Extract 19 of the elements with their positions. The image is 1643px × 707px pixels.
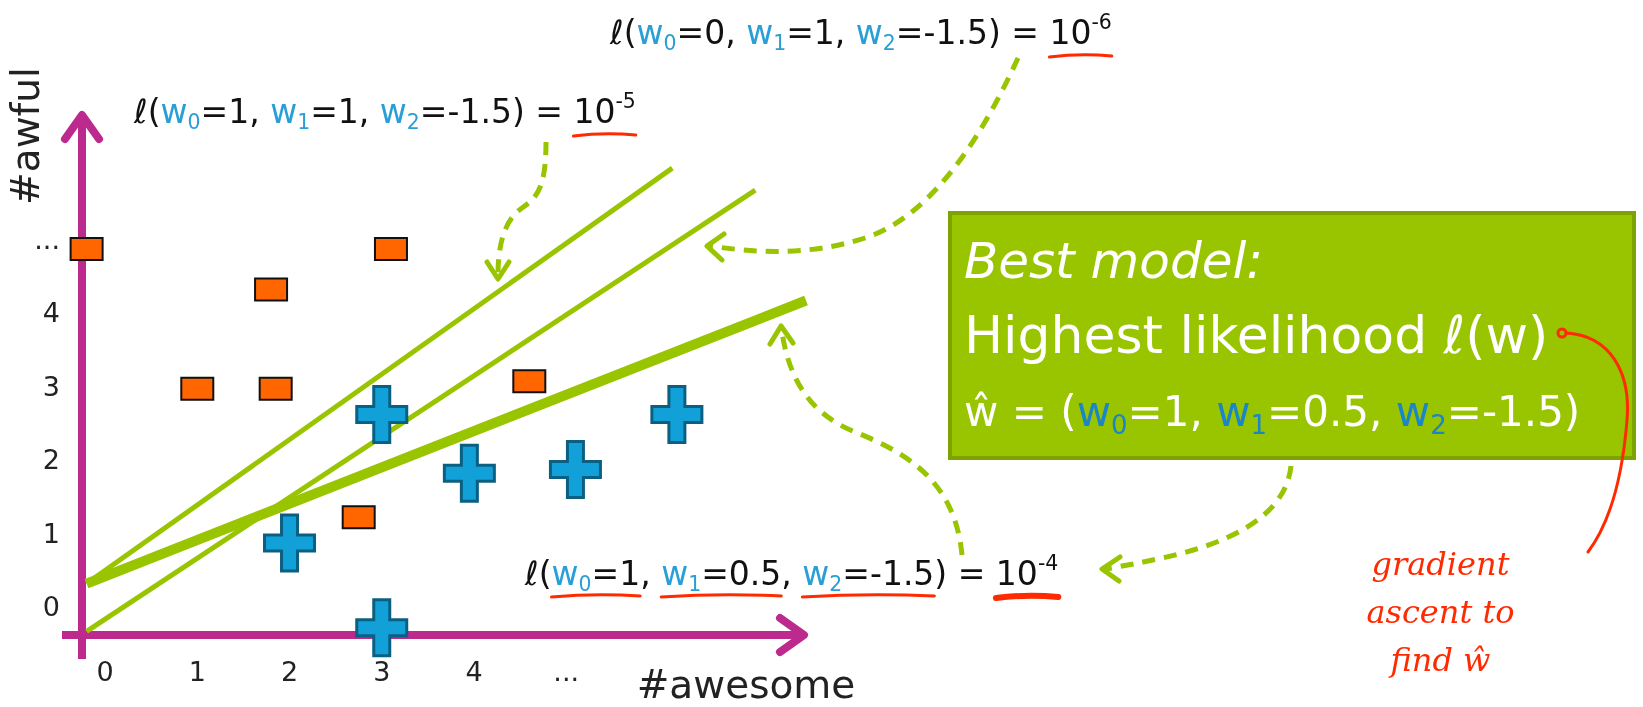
x-tick-label: 2 bbox=[280, 656, 299, 688]
x-tick-label: 0 bbox=[96, 656, 114, 688]
y-tick-label: 3 bbox=[42, 370, 60, 402]
callout-box: Best model: Highest likelihood ℓ(w) ŵ = (w$_{0}$=1, w$_{1}$=0.5, w$_{2}$=-1.5) bbox=[948, 211, 1636, 460]
y-axis-title: #awful bbox=[3, 67, 49, 205]
text: ℓ(w$_{0}$=1, w$_{1}$=1, w$_{2}$=-1.5) = 10$^{-5}$ bbox=[134, 88, 636, 135]
text: ℓ(w$_{0}$=1, w$_{1}$=0.5, w$_{2}$=-1.5) = 10$^{-4}$ bbox=[525, 550, 1059, 597]
y-tick-label: ... bbox=[34, 223, 60, 255]
y-tick-label: 0 bbox=[42, 591, 60, 623]
text: gradient ascent to find ŵ bbox=[1365, 544, 1516, 681]
x-axis-title: #awesome bbox=[636, 662, 856, 707]
x-tick-label: ... bbox=[553, 656, 580, 688]
text: ℓ(w$_{0}$=0, w$_{1}$=1, w$_{2}$=-1.5) = 10$^{-6}$ bbox=[610, 9, 1112, 56]
y-tick-label: 2 bbox=[42, 444, 60, 476]
x-tick-label: 1 bbox=[188, 656, 206, 688]
x-tick-label: 4 bbox=[465, 656, 483, 688]
y-tick-label: 4 bbox=[42, 297, 60, 329]
y-tick-label: 1 bbox=[42, 517, 60, 549]
x-tick-label: 3 bbox=[373, 656, 391, 688]
